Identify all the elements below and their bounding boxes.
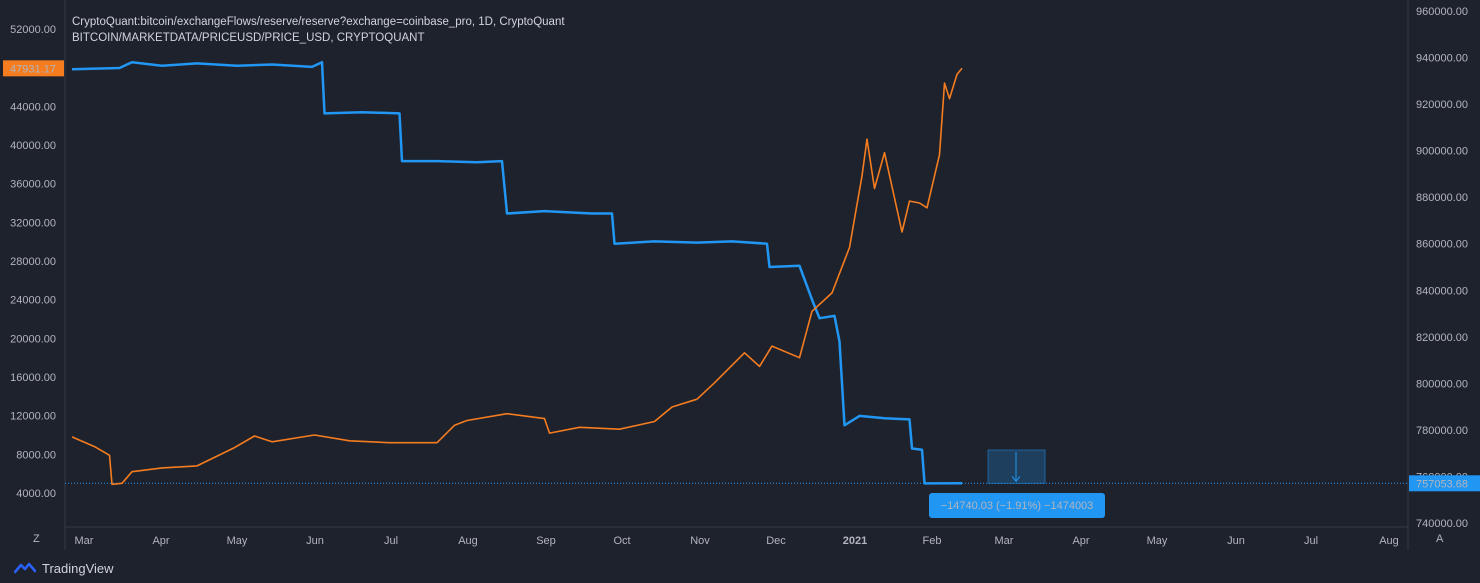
- x-axis-tick-label: Apr: [1072, 535, 1089, 547]
- x-axis-tick-label: Feb: [923, 535, 942, 547]
- measure-arrow-head: [1011, 475, 1021, 483]
- x-axis[interactable]: Mar Apr May Jun Jul Aug Sep Oct Nov Dec 2021 Feb Mar…: [75, 535, 1399, 547]
- right-axis-tick-label: 920000.00: [1416, 99, 1468, 111]
- left-axis-tick-label: 44000.00: [10, 101, 56, 113]
- right-axis-tick-label: 940000.00: [1416, 53, 1468, 65]
- x-axis-tick-label: May: [1147, 535, 1168, 547]
- left-axis-tick-label: 4000.00: [16, 488, 56, 500]
- left-axis-tick-label: 52000.00: [10, 24, 56, 36]
- x-axis-tick-label: Mar: [995, 535, 1014, 547]
- x-axis-tick-label: Jun: [1227, 535, 1245, 547]
- legend-reserve-series[interactable]: CryptoQuant:bitcoin/exchangeFlows/reserv…: [72, 16, 565, 28]
- right-axis-tick-label: 780000.00: [1416, 425, 1468, 437]
- x-axis-tick-label: Aug: [458, 535, 478, 547]
- x-axis-tick-label: Dec: [766, 535, 786, 547]
- left-axis-tick-label: 32000.00: [10, 217, 56, 229]
- reserve-series-line[interactable]: [71, 60, 963, 485]
- reserve-last-value-badge: [1409, 475, 1480, 492]
- right-axis-tick-label: 960000.00: [1416, 6, 1468, 18]
- right-axis-tick-label: 860000.00: [1416, 239, 1468, 251]
- right-axis-tick-label: 900000.00: [1416, 146, 1468, 158]
- x-axis-tick-label: May: [227, 535, 248, 547]
- left-axis-tick-label: 8000.00: [16, 449, 56, 461]
- x-axis-tick-label: Jul: [1304, 535, 1318, 547]
- x-axis-tick-label: Oct: [613, 535, 630, 547]
- left-axis-tick-label: 36000.00: [10, 179, 56, 191]
- x-axis-tick-label: Sep: [536, 535, 556, 547]
- right-axis-tick-label: 880000.00: [1416, 192, 1468, 204]
- brand-label: TradingView: [42, 560, 114, 576]
- measure-tool[interactable]: −14740.03 (−1.91%) −1474003: [929, 449, 1105, 518]
- legend-price-series[interactable]: BITCOIN/MARKETDATA/PRICEUSD/PRICE_USD, C…: [72, 32, 425, 44]
- price-series-line[interactable]: [71, 67, 963, 486]
- x-axis-tick-label: Aug: [1379, 535, 1399, 547]
- left-axis-tick-label: 40000.00: [10, 140, 56, 152]
- left-axis-tick-label: 28000.00: [10, 256, 56, 268]
- left-axis-tick-label: 24000.00: [10, 295, 56, 307]
- measure-label: −14740.03 (−1.91%) −1474003: [941, 500, 1094, 512]
- x-axis-tick-label: Jun: [306, 535, 324, 547]
- right-axis-tick-label: 800000.00: [1416, 378, 1468, 390]
- tradingview-logo-icon: [14, 562, 36, 574]
- measure-label-box: [929, 493, 1105, 518]
- left-axis-tick-label: 16000.00: [10, 372, 56, 384]
- x-axis-tick-label: Apr: [152, 535, 169, 547]
- log-scale-toggle-left[interactable]: Z: [33, 533, 40, 545]
- price-last-value-badge: [3, 60, 64, 77]
- auto-scale-toggle-right[interactable]: A: [1436, 533, 1444, 545]
- x-axis-tick-label: Mar: [75, 535, 94, 547]
- footer[interactable]: TradingView: [14, 558, 114, 578]
- left-axis-tick-label: 20000.00: [10, 333, 56, 345]
- right-axis[interactable]: 960000.00 940000.00 920000.00 900000.00 8800…: [1416, 6, 1468, 530]
- right-axis-tick-label: 740000.00: [1416, 518, 1468, 530]
- right-axis-tick-label: 840000.00: [1416, 285, 1468, 297]
- right-axis-tick-label: 820000.00: [1416, 332, 1468, 344]
- x-axis-tick-label: Nov: [690, 535, 710, 547]
- x-axis-tick-label: 2021: [843, 535, 867, 547]
- reserve-last-value-label: 757053.68: [1416, 478, 1468, 490]
- left-axis-tick-label: 12000.00: [10, 411, 56, 423]
- last-value-labels: 47931.17 757053.68: [3, 60, 1480, 492]
- series-layer: [71, 60, 963, 486]
- price-last-value-label: 47931.17: [10, 63, 56, 75]
- x-axis-tick-label: Jul: [384, 535, 398, 547]
